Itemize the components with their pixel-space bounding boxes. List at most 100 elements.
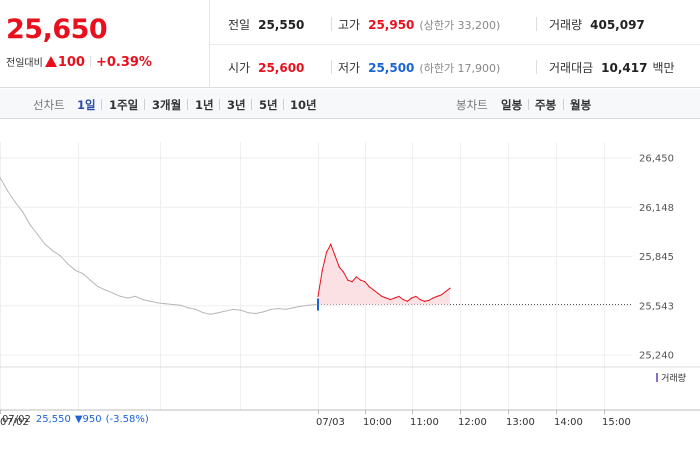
price-point xyxy=(0,176,1,179)
price-point xyxy=(29,224,31,226)
price-point xyxy=(411,297,413,299)
trade-value-amount: 10,417 xyxy=(601,61,648,75)
price-point xyxy=(44,243,46,245)
price-point xyxy=(334,255,336,257)
tab-1week[interactable]: 1주일 xyxy=(109,98,139,112)
price-point xyxy=(300,305,302,307)
price-point xyxy=(119,295,121,297)
price-point xyxy=(436,295,438,297)
price-point xyxy=(347,279,349,281)
upper-limit: (상한가 33,200) xyxy=(419,19,501,32)
y-tick-label: 26,148 xyxy=(639,203,674,214)
price-point xyxy=(255,312,257,315)
price-point xyxy=(21,211,24,213)
prev-close-label: 전일 xyxy=(228,18,251,32)
price-point xyxy=(225,310,227,312)
price-point xyxy=(247,312,249,314)
x-tick-label: 07/02 xyxy=(0,417,29,428)
price-point xyxy=(355,276,357,278)
x-tick-label: 13:00 xyxy=(506,417,535,428)
quote-summary: 25,650 전일대비 100 +0.39% xyxy=(0,0,210,88)
tab-weekly-candle[interactable]: 주봉 xyxy=(535,98,557,112)
tab-monthly-candle[interactable]: 월봉 xyxy=(570,98,592,112)
price-point xyxy=(277,307,279,310)
x-tick-label: 14:00 xyxy=(554,417,583,428)
tab-divider xyxy=(144,99,145,110)
tab-1year[interactable]: 1년 xyxy=(195,98,214,112)
price-point xyxy=(364,281,366,283)
price-point xyxy=(195,308,197,311)
price-point xyxy=(338,266,340,268)
price-point xyxy=(389,299,391,301)
tab-1day[interactable]: 1일 xyxy=(77,98,96,112)
tab-3years[interactable]: 3년 xyxy=(227,98,246,112)
open-value: 25,600 xyxy=(258,61,305,75)
price-point xyxy=(127,297,129,299)
price-point xyxy=(317,295,319,297)
prev-day-price: 25,550 xyxy=(35,414,71,425)
tab-divider xyxy=(101,99,102,110)
change-divider xyxy=(89,56,91,67)
tab-divider xyxy=(187,99,188,110)
y-tick-label: 25,240 xyxy=(639,351,674,362)
current-price: 25,650 xyxy=(6,14,108,45)
change-value: 100 xyxy=(57,55,85,70)
price-point xyxy=(59,255,61,257)
prev-day-summary: 07/02 25,550 ▼950 (-3.58%) xyxy=(2,414,149,425)
lower-limit: (하한가 17,900) xyxy=(419,62,501,75)
price-point xyxy=(419,299,421,301)
y-tick-label: 25,845 xyxy=(639,252,674,263)
price-point xyxy=(149,300,152,302)
price-line-07-03 xyxy=(317,243,451,302)
tab-10years[interactable]: 10년 xyxy=(290,98,317,112)
tab-5years[interactable]: 5년 xyxy=(259,98,278,112)
day-low: 저가 25,500 (하한가 17,900) xyxy=(338,59,500,76)
price-point xyxy=(351,281,353,283)
price-point xyxy=(37,233,39,236)
price-point xyxy=(74,269,76,271)
price-point xyxy=(315,303,317,306)
price-point xyxy=(232,308,234,311)
price-point xyxy=(432,297,434,299)
price-point xyxy=(164,303,167,305)
divider xyxy=(331,60,332,74)
price-point xyxy=(445,290,447,293)
line-chart-label: 선차트 xyxy=(33,98,65,112)
price-point xyxy=(82,272,84,275)
x-tick-label: 07/03 xyxy=(316,417,345,428)
x-tick-label: 10:00 xyxy=(363,417,392,428)
tab-3months[interactable]: 3개월 xyxy=(152,98,182,112)
change-row: 전일대비 100 +0.39% xyxy=(6,54,152,70)
price-point xyxy=(377,292,379,294)
price-point xyxy=(179,304,182,306)
quote-panel: 25,650 전일대비 100 +0.39% 전일 25,550 고가 25,950 (상… xyxy=(0,0,700,88)
trade-value: 거래대금 10,417 백만 xyxy=(549,59,675,76)
price-point xyxy=(381,295,383,297)
price-point xyxy=(262,311,264,313)
tab-divider xyxy=(528,99,529,110)
trade-value-unit: 백만 xyxy=(652,61,675,75)
price-chart-svg: 26,450 26,148 25,845 25,543 25,240 07/02 07/03… xyxy=(0,120,700,450)
price-point xyxy=(270,308,272,311)
tab-daily-candle[interactable]: 일봉 xyxy=(501,98,523,112)
price-point xyxy=(330,243,332,245)
tab-divider xyxy=(563,99,564,110)
high-value: 25,950 xyxy=(368,18,415,32)
price-point xyxy=(217,312,219,314)
prev-day-date: 07/02 xyxy=(2,414,31,425)
price-point xyxy=(368,286,370,288)
change-percent: +0.39% xyxy=(95,55,152,70)
high-label: 고가 xyxy=(338,18,361,32)
price-point xyxy=(240,309,242,311)
divider xyxy=(536,17,537,31)
price-point xyxy=(134,295,137,297)
price-point xyxy=(104,289,106,291)
price-point xyxy=(398,295,400,297)
low-value: 25,500 xyxy=(368,61,415,75)
open-label: 시가 xyxy=(228,61,251,75)
x-tick-label: 11:00 xyxy=(410,417,439,428)
price-point xyxy=(210,313,212,315)
volume-label: 거래량 xyxy=(549,18,583,32)
price-point xyxy=(172,303,174,306)
price-point xyxy=(394,297,396,299)
